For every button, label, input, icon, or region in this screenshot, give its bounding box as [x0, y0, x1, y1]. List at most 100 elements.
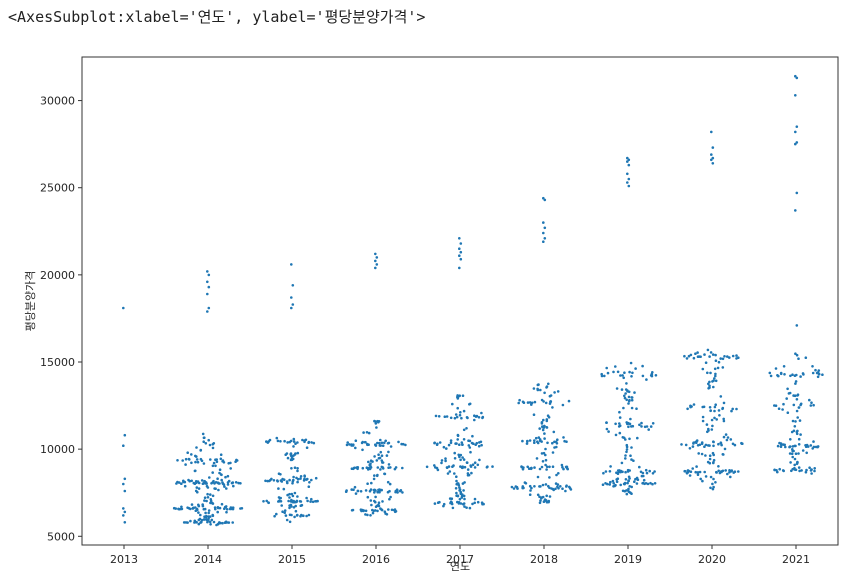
- data-point: [724, 469, 727, 472]
- data-point: [608, 470, 612, 473]
- data-point: [388, 482, 392, 486]
- data-point: [623, 394, 626, 398]
- data-point: [536, 440, 539, 444]
- data-point: [640, 421, 643, 425]
- data-point: [714, 379, 718, 383]
- data-point: [290, 492, 294, 496]
- data-point: [451, 402, 454, 406]
- data-point: [202, 481, 206, 484]
- data-point: [293, 466, 297, 470]
- data-point: [817, 369, 821, 372]
- data-point: [373, 491, 376, 494]
- data-point: [177, 507, 180, 511]
- data-point: [707, 429, 710, 432]
- data-point: [548, 486, 551, 490]
- data-point: [548, 476, 551, 479]
- data-point: [559, 485, 562, 488]
- data-point: [615, 387, 619, 390]
- data-point: [307, 513, 311, 517]
- data-point: [797, 406, 801, 409]
- data-point: [552, 430, 556, 434]
- data-point: [458, 394, 462, 398]
- y-tick-label: 10000: [40, 443, 75, 456]
- data-point: [797, 452, 800, 455]
- data-point: [461, 493, 464, 496]
- data-point: [376, 466, 380, 469]
- data-point: [793, 463, 796, 467]
- data-point: [538, 495, 541, 499]
- data-point: [379, 438, 382, 442]
- data-point: [740, 441, 743, 445]
- data-point: [545, 426, 548, 429]
- data-point: [299, 477, 302, 480]
- data-point: [305, 496, 308, 500]
- data-point: [516, 487, 519, 490]
- data-point: [700, 452, 704, 456]
- data-point: [792, 449, 795, 453]
- data-point: [616, 370, 620, 374]
- data-point: [696, 471, 699, 474]
- data-point: [292, 475, 295, 479]
- data-point: [199, 448, 203, 452]
- data-point: [214, 458, 217, 462]
- data-point: [541, 483, 545, 487]
- data-point: [387, 441, 391, 445]
- data-point: [623, 396, 627, 400]
- data-point: [458, 454, 461, 457]
- data-point: [627, 395, 631, 399]
- data-point: [625, 492, 629, 496]
- data-point: [687, 354, 691, 358]
- data-point: [629, 454, 632, 458]
- data-point: [805, 468, 808, 472]
- data-point: [206, 292, 209, 296]
- data-point: [265, 499, 269, 503]
- data-point: [712, 461, 715, 464]
- data-point: [299, 475, 303, 478]
- data-point: [774, 367, 778, 370]
- data-point: [731, 442, 735, 446]
- data-point: [708, 384, 711, 388]
- data-point: [548, 495, 552, 498]
- data-point: [459, 458, 462, 462]
- data-point: [543, 226, 547, 230]
- data-point: [708, 380, 711, 384]
- data-point: [435, 443, 439, 447]
- data-point: [605, 366, 608, 370]
- data-point: [226, 474, 230, 478]
- data-point: [629, 417, 632, 421]
- data-point: [303, 477, 306, 481]
- data-point: [635, 482, 639, 485]
- data-point: [279, 496, 283, 500]
- data-point: [206, 519, 210, 522]
- data-point: [551, 451, 555, 454]
- data-point: [620, 461, 624, 465]
- data-point: [612, 485, 615, 488]
- data-point: [468, 446, 472, 449]
- data-point: [630, 398, 634, 402]
- data-point: [777, 374, 780, 378]
- data-point: [794, 209, 797, 212]
- data-point: [719, 357, 722, 360]
- data-point: [372, 477, 376, 481]
- data-point: [609, 465, 612, 468]
- data-point: [547, 500, 550, 504]
- data-point: [380, 459, 384, 462]
- data-point: [645, 471, 649, 475]
- data-point: [291, 303, 295, 306]
- data-point: [717, 409, 721, 412]
- data-point: [462, 489, 465, 492]
- data-point: [449, 439, 453, 442]
- data-point: [561, 403, 565, 407]
- data-point: [729, 438, 733, 441]
- data-point: [371, 511, 375, 515]
- data-point: [387, 508, 390, 511]
- data-point: [290, 513, 293, 517]
- data-point: [239, 507, 242, 510]
- data-point: [359, 508, 363, 512]
- data-point: [394, 490, 397, 494]
- data-point: [199, 521, 202, 524]
- data-point: [288, 478, 291, 482]
- data-point: [207, 511, 210, 515]
- data-point: [724, 433, 728, 436]
- data-point: [376, 441, 379, 445]
